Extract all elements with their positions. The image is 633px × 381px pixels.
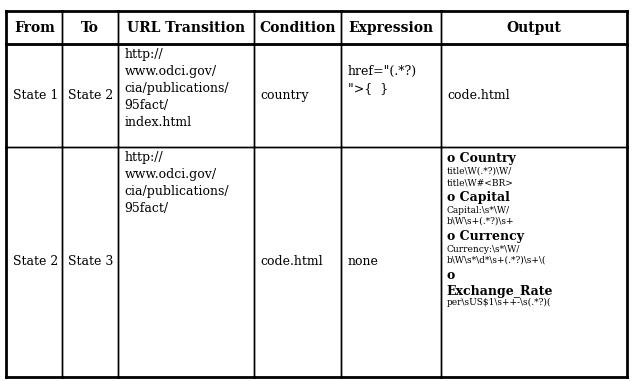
Text: o Capital: o Capital xyxy=(447,191,510,204)
Text: title\W(.*?)\W/
title\W#<BR>: title\W(.*?)\W/ title\W#<BR> xyxy=(447,167,514,187)
Text: http://
www.odci.gov/
cia/publications/
95fact/
index.html: http:// www.odci.gov/ cia/publications/ … xyxy=(124,48,229,129)
Text: country: country xyxy=(261,89,310,102)
Text: Expression: Expression xyxy=(348,21,434,35)
Text: Condition: Condition xyxy=(260,21,336,35)
Text: Capital:\s*\W/
b\W\s+(.*?)\s+: Capital:\s*\W/ b\W\s+(.*?)\s+ xyxy=(447,206,515,226)
Text: code.html: code.html xyxy=(447,89,510,102)
Text: State 2: State 2 xyxy=(13,256,58,269)
Text: Output: Output xyxy=(506,21,561,35)
Text: o
Exchange_Rate: o Exchange_Rate xyxy=(447,269,553,298)
Text: URL Transition: URL Transition xyxy=(127,21,246,35)
Text: From: From xyxy=(14,21,54,35)
Text: State 1: State 1 xyxy=(13,89,58,102)
Text: o Currency: o Currency xyxy=(447,230,524,243)
Text: Currency:\s*\W/
b\W\s*\d*\s+(.*?)\s+\(: Currency:\s*\W/ b\W\s*\d*\s+(.*?)\s+\( xyxy=(447,245,546,265)
Text: code.html: code.html xyxy=(261,256,323,269)
Text: o Country: o Country xyxy=(447,152,516,165)
Text: State 2: State 2 xyxy=(68,89,114,102)
Text: To: To xyxy=(81,21,99,35)
Text: http://
www.odci.gov/
cia/publications/
95fact/: http:// www.odci.gov/ cia/publications/ … xyxy=(124,150,229,215)
Text: State 3: State 3 xyxy=(68,256,114,269)
Text: per\sUS\$1\s++-\s(.*?)(: per\sUS\$1\s++-\s(.*?)( xyxy=(447,298,551,307)
Text: href="(.*?)
">{  }: href="(.*?) ">{ } xyxy=(348,65,417,95)
Text: none: none xyxy=(348,256,379,269)
